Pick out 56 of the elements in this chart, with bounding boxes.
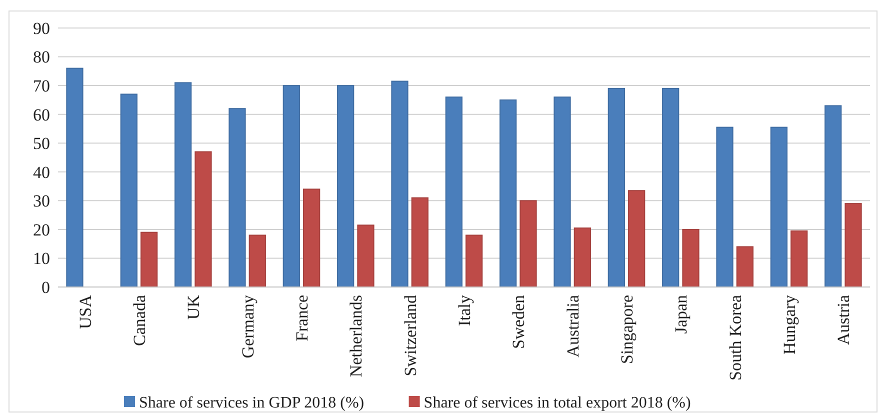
y-tick-label: 30 [33, 192, 50, 211]
y-tick-label: 50 [33, 134, 50, 154]
x-tick-label: USA [76, 294, 95, 330]
x-tick-label: Australia [563, 294, 582, 358]
bar [303, 188, 320, 288]
bar [228, 108, 246, 288]
x-tick-label: Austria [834, 294, 854, 346]
x-tick-label: Italy [454, 294, 474, 326]
bar [411, 197, 428, 288]
bar [736, 246, 754, 288]
bar [194, 151, 212, 288]
y-tick-label: 60 [33, 105, 50, 124]
x-tick-label: Singapore [617, 295, 636, 364]
bar [174, 82, 192, 288]
bar [844, 203, 862, 288]
bar [337, 85, 354, 288]
bar [445, 96, 462, 288]
x-tick-label: Netherlands [346, 295, 366, 378]
bar [790, 230, 808, 288]
bar [120, 94, 138, 288]
x-tick-label: UK [184, 294, 204, 320]
y-tick-label: 70 [33, 76, 50, 96]
x-tick-label: France [292, 295, 312, 342]
bar [824, 105, 842, 288]
bar [500, 99, 517, 288]
bar [554, 96, 571, 288]
y-tick-label: 90 [33, 18, 50, 38]
legend-label: Share of services in total export 2018 (%) [424, 394, 691, 412]
x-tick-label: Sweden [509, 294, 528, 349]
y-tick-label: 10 [33, 249, 50, 268]
x-tick-label: Germany [238, 294, 258, 358]
x-tick-label: Canada [130, 294, 149, 346]
bar [66, 68, 84, 288]
bar [770, 126, 788, 288]
x-tick-label: South Korea [726, 294, 745, 380]
bar [248, 234, 266, 288]
y-tick-label: 20 [33, 220, 50, 240]
bar [716, 126, 734, 288]
bar [140, 232, 158, 288]
bar [628, 190, 646, 288]
bar [282, 85, 300, 288]
y-tick-label: 80 [33, 48, 50, 67]
x-tick-label: Japan [672, 294, 691, 334]
bar [682, 228, 700, 288]
bar [391, 80, 408, 288]
bar [357, 224, 374, 288]
bar [574, 228, 591, 288]
x-tick-label: Switzerland [400, 294, 420, 376]
x-tick-label: Hungary [780, 294, 799, 354]
y-tick-label: 40 [33, 162, 50, 182]
bar [662, 88, 680, 288]
bar [466, 234, 483, 288]
legend-label: Share of services in GDP 2018 (%) [139, 394, 364, 412]
bar [608, 88, 625, 288]
bar [520, 200, 537, 288]
y-tick-label: 0 [42, 278, 50, 297]
